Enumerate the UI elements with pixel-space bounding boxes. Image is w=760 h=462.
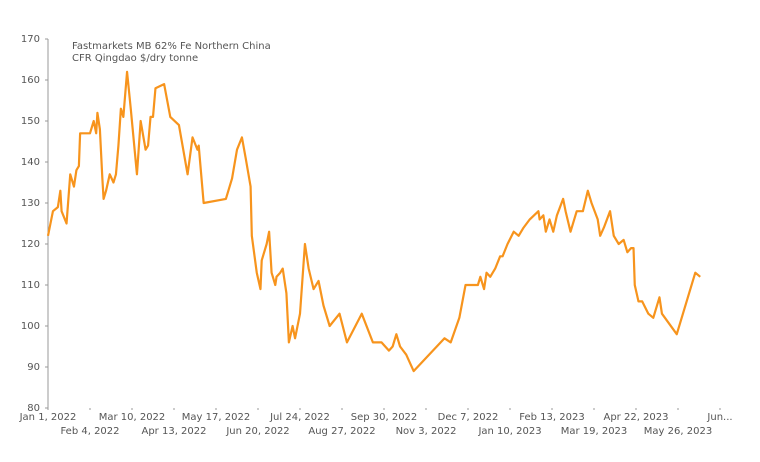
y-tick-label: 120 xyxy=(21,239,40,250)
x-tick-label: Sep 30, 2022 xyxy=(351,412,418,423)
line xyxy=(46,70,701,373)
x-tick-label: Jan 1, 2022 xyxy=(19,412,77,423)
x-tick-label: May 17, 2022 xyxy=(182,412,250,423)
x-tick-label: Nov 3, 2022 xyxy=(396,426,457,437)
y-tick-label: 140 xyxy=(21,157,40,168)
y-tick-label: 100 xyxy=(21,321,40,332)
x-tick-label: Dec 7, 2022 xyxy=(438,412,499,423)
x-tick-label: Apr 13, 2022 xyxy=(141,426,206,437)
y-tick-label: 110 xyxy=(21,280,40,291)
x-tick-label: Jan 10, 2023 xyxy=(477,426,541,437)
x-tick-label: Feb 4, 2022 xyxy=(60,426,119,437)
x-tick-label: Mar 10, 2022 xyxy=(99,412,166,423)
y-tick-label: 170 xyxy=(21,34,40,45)
x-tick-label: Aug 27, 2022 xyxy=(308,426,375,437)
x-tick-label: Feb 13, 2023 xyxy=(519,412,584,423)
y-tick-label: 90 xyxy=(27,362,40,373)
x-tick-label: May 26, 2023 xyxy=(644,426,712,437)
y-tick-label: 80 xyxy=(27,403,40,414)
x-tick-label: Jun... xyxy=(706,412,732,423)
y-tick-label: 130 xyxy=(21,198,40,209)
y-tick-label: 160 xyxy=(21,75,40,86)
y-tick-label: 150 xyxy=(21,116,40,127)
x-tick-label: Mar 19, 2023 xyxy=(561,426,628,437)
x-tick-label: Apr 22, 2023 xyxy=(603,412,668,423)
x-tick-label: Jun 20, 2022 xyxy=(225,426,289,437)
chart-title: Fastmarkets MB 62% Fe Northern China xyxy=(72,41,271,52)
x-tick-label: Jul 24, 2022 xyxy=(269,412,330,423)
chart-subtitle: CFR Qingdao $/dry tonne xyxy=(72,53,198,64)
